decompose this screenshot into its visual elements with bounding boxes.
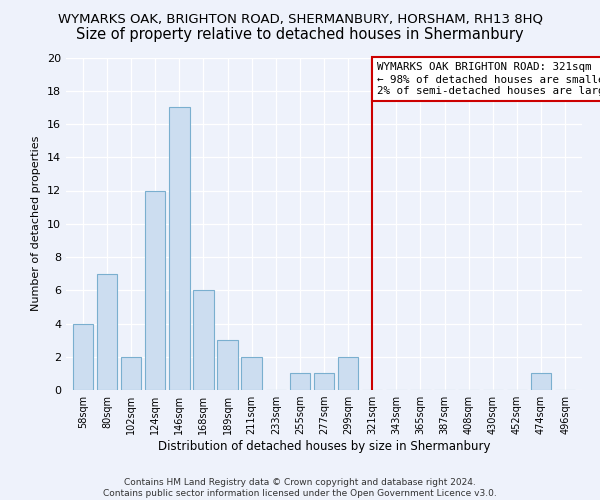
Bar [73,324,93,390]
Bar [217,340,238,390]
Bar [97,274,117,390]
Text: WYMARKS OAK, BRIGHTON ROAD, SHERMANBURY, HORSHAM, RH13 8HQ: WYMARKS OAK, BRIGHTON ROAD, SHERMANBURY,… [58,12,542,26]
Bar [145,190,166,390]
Bar [338,357,358,390]
Bar [290,374,310,390]
Bar [314,374,334,390]
X-axis label: Distribution of detached houses by size in Shermanbury: Distribution of detached houses by size … [158,440,490,453]
Bar [241,357,262,390]
Text: Size of property relative to detached houses in Shermanbury: Size of property relative to detached ho… [76,28,524,42]
Bar [531,374,551,390]
Bar [169,108,190,390]
Bar [193,290,214,390]
Text: Contains HM Land Registry data © Crown copyright and database right 2024.
Contai: Contains HM Land Registry data © Crown c… [103,478,497,498]
Text: WYMARKS OAK BRIGHTON ROAD: 321sqm
← 98% of detached houses are smaller (55)
2% o: WYMARKS OAK BRIGHTON ROAD: 321sqm ← 98% … [377,62,600,96]
Y-axis label: Number of detached properties: Number of detached properties [31,136,41,312]
Bar [121,357,142,390]
